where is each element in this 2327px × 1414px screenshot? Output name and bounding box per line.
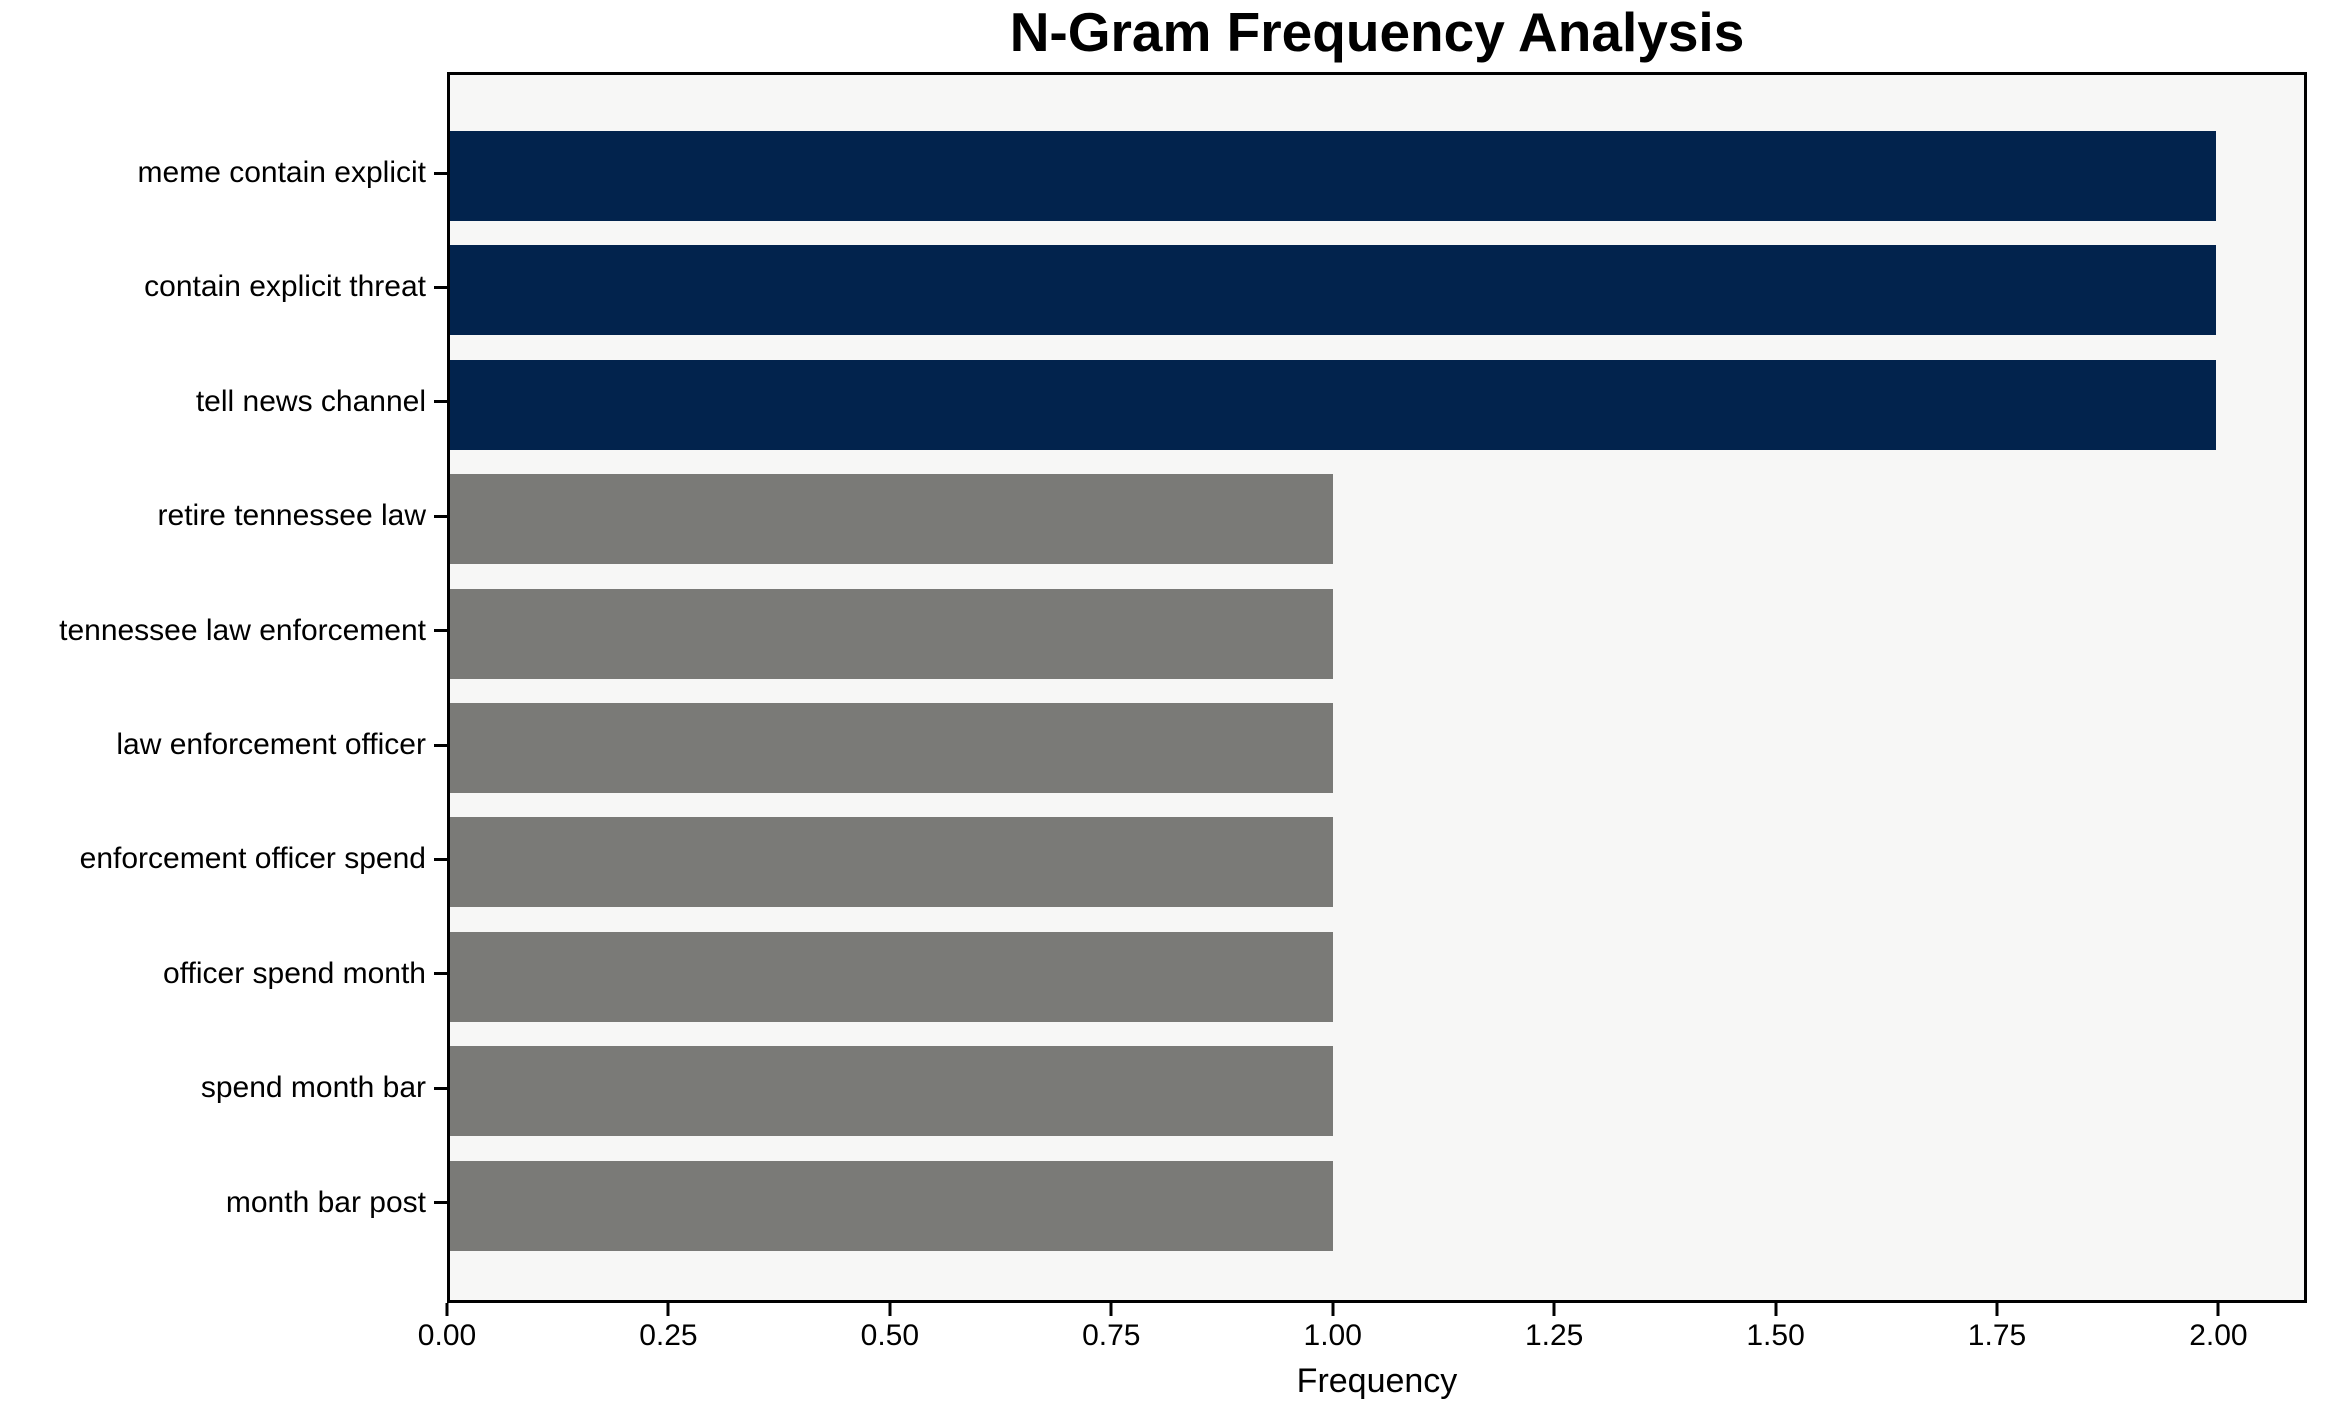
y-tick-label-month-bar-post: month bar post <box>225 1185 426 1219</box>
y-tick-mark <box>434 743 447 747</box>
bar-contain-explicit-threat <box>450 245 2216 336</box>
x-tick-mark <box>445 1303 449 1316</box>
y-tick-mark <box>434 514 447 518</box>
bar-tell-news-channel <box>450 359 2216 450</box>
x-tick-mark <box>1552 1303 1556 1316</box>
bar-law-enforcement-officer <box>450 703 1333 793</box>
y-tick-label-retire-tennessee-law: retire tennessee law <box>157 499 426 533</box>
y-tick-label-tell-news-channel: tell news channel <box>195 384 426 418</box>
x-axis-tick-labels: 0.00 0.25 0.50 0.75 1.00 1.25 1.50 1.75 2.00 <box>418 1319 2307 1355</box>
y-tick-mark <box>434 1201 447 1205</box>
x-tick-label-1.00: 1.00 <box>1303 1319 1362 1352</box>
x-tick-label-0.25: 0.25 <box>639 1319 698 1352</box>
y-tick-mark <box>434 857 447 861</box>
bar-tennessee-law-enforcement <box>450 588 1333 679</box>
y-tick-label-officer-spend-month: officer spend month <box>163 956 426 990</box>
bar-meme-contain-explicit <box>450 131 2216 221</box>
x-axis-ticks <box>445 1303 2307 1317</box>
y-tick-label-enforcement-officer-spend: enforcement officer spend <box>79 842 426 876</box>
x-tick-mark <box>1995 1303 1999 1316</box>
x-tick-label-2.00: 2.00 <box>2189 1319 2248 1352</box>
bar-retire-tennessee-law <box>450 474 1333 565</box>
x-tick-label-0.75: 0.75 <box>1082 1319 1141 1352</box>
x-tick-label-0.50: 0.50 <box>860 1319 920 1352</box>
plot-area <box>447 72 2307 1303</box>
x-tick-mark <box>2216 1303 2220 1316</box>
y-axis-ticks <box>434 72 447 1303</box>
bar-month-bar-post <box>450 1160 1333 1251</box>
chart-title: N-Gram Frequency Analysis <box>1009 1 1745 63</box>
y-tick-mark <box>434 972 447 976</box>
y-tick-mark <box>434 171 447 175</box>
bar-officer-spend-month <box>450 931 1333 1022</box>
y-tick-label-law-enforcement-officer: law enforcement officer <box>116 728 426 761</box>
y-tick-label-meme-contain-explicit: meme contain explicit <box>137 156 426 189</box>
x-tick-label-1.50: 1.50 <box>1746 1319 1805 1352</box>
bar-spend-month-bar <box>450 1046 1333 1137</box>
y-tick-mark <box>434 285 447 289</box>
bar-enforcement-officer-spend <box>450 817 1333 908</box>
y-axis-labels: meme contain explicit contain explicit th… <box>0 72 426 1303</box>
x-tick-mark <box>666 1303 670 1316</box>
x-tick-mark <box>1331 1303 1335 1316</box>
y-tick-label-spend-month-bar: spend month bar <box>200 1071 426 1105</box>
x-tick-label-1.75: 1.75 <box>1967 1319 2027 1352</box>
x-axis-label: Frequency <box>1296 1362 1458 1400</box>
x-tick-label-0.00: 0.00 <box>417 1319 477 1352</box>
y-tick-label-contain-explicit-threat: contain explicit threat <box>144 270 426 304</box>
y-tick-mark <box>434 629 447 633</box>
x-tick-label-1.25: 1.25 <box>1524 1319 1584 1352</box>
x-tick-mark <box>1774 1303 1778 1316</box>
x-tick-mark <box>888 1303 892 1316</box>
y-tick-label-tennessee-law-enforcement: tennessee law enforcement <box>59 613 426 647</box>
y-tick-mark <box>434 400 447 404</box>
y-tick-mark <box>434 1086 447 1090</box>
x-tick-mark <box>1109 1303 1113 1316</box>
